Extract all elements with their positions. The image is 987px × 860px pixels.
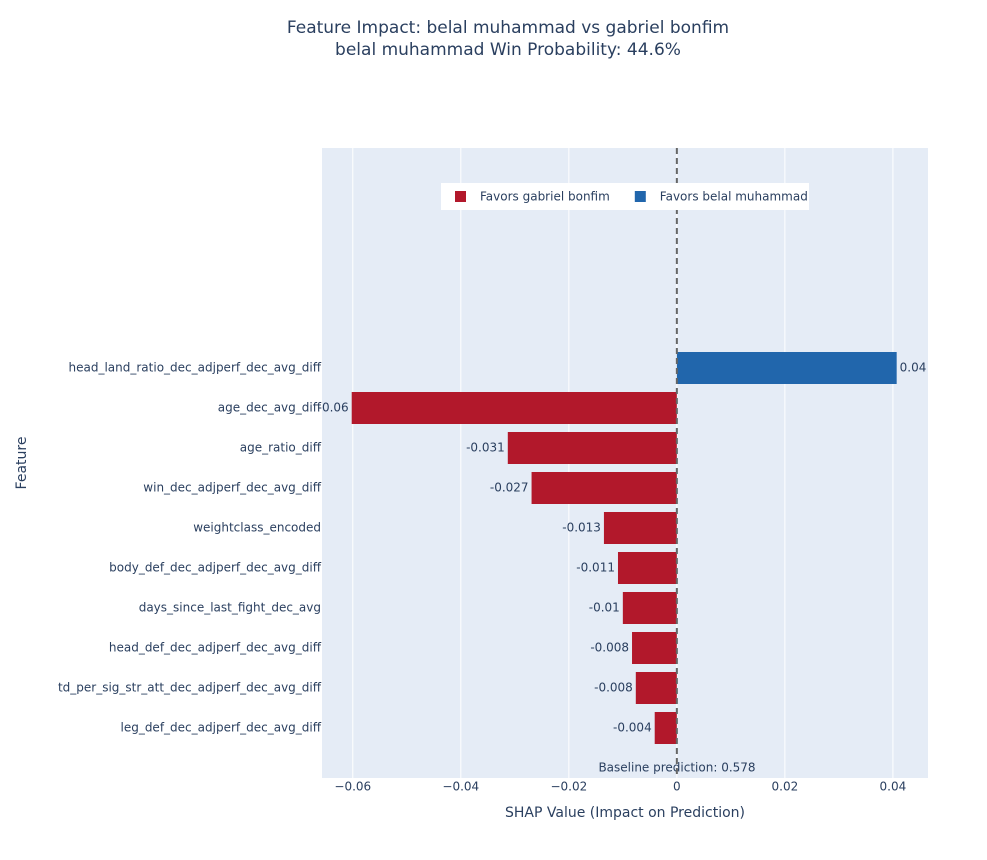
bar <box>507 432 677 464</box>
y-tick-label: win_dec_adjperf_dec_avg_diff <box>143 481 321 495</box>
bar <box>622 592 677 624</box>
legend: Favors gabriel bonfim Favors belal muhamm… <box>441 183 809 210</box>
y-tick-label: head_land_ratio_dec_adjperf_dec_avg_diff <box>69 361 322 375</box>
legend-box <box>441 183 809 210</box>
bar <box>654 712 677 744</box>
annotation: Baseline prediction: 0.578 <box>598 761 755 775</box>
value-label: -0.004 <box>613 721 652 735</box>
chart-title: Feature Impact: belal muhammad vs gabrie… <box>287 18 729 38</box>
y-tick-label: td_per_sig_str_att_dec_adjperf_dec_avg_d… <box>58 681 322 695</box>
value-label: -0.031 <box>466 441 505 455</box>
y-tick-label: age_ratio_diff <box>240 441 322 455</box>
y-tick-label: head_def_dec_adjperf_dec_avg_diff <box>109 641 322 655</box>
value-label: -0.027 <box>490 481 529 495</box>
chart-subtitle: belal muhammad Win Probability: 44.6% <box>335 40 681 60</box>
x-tick-label: 0 <box>673 780 681 794</box>
legend-swatch <box>455 191 466 202</box>
value-label: -0.011 <box>576 561 615 575</box>
bar <box>603 512 677 544</box>
bar <box>617 552 677 584</box>
x-tick-label: −0.04 <box>442 780 479 794</box>
x-tick-label: −0.02 <box>550 780 587 794</box>
bar <box>632 632 677 664</box>
x-tick-label: −0.06 <box>334 780 371 794</box>
x-tick-label: 0.04 <box>880 780 907 794</box>
x-axis-title: SHAP Value (Impact on Prediction) <box>505 805 745 821</box>
y-tick-label: body_def_dec_adjperf_dec_avg_diff <box>109 561 322 575</box>
value-label: -0.008 <box>594 681 633 695</box>
y-axis-title: Feature <box>14 437 30 490</box>
bar <box>635 672 677 704</box>
bar <box>351 392 677 424</box>
y-tick-label: leg_def_dec_adjperf_dec_avg_diff <box>120 721 321 735</box>
value-label: -0.008 <box>590 641 629 655</box>
legend-label: Favors gabriel bonfim <box>480 190 610 204</box>
y-tick-label: weightclass_encoded <box>193 521 321 535</box>
legend-label: Favors belal muhammad <box>660 190 808 204</box>
y-tick-label: days_since_last_fight_dec_avg <box>139 601 321 615</box>
value-label: -0.06 <box>318 401 349 415</box>
bars: -0.06 -0.031 -0.027 -0.013 -0.011 -0.01 -0.008… <box>318 352 927 744</box>
value-label: -0.01 <box>589 601 620 615</box>
bar <box>676 352 897 384</box>
value-label: 0.04 <box>900 361 927 375</box>
bar <box>531 472 677 504</box>
legend-swatch <box>634 191 646 202</box>
x-tick-label: 0.02 <box>772 780 799 794</box>
y-tick-label: age_dec_avg_diff <box>218 401 322 415</box>
value-label: -0.013 <box>562 521 601 535</box>
